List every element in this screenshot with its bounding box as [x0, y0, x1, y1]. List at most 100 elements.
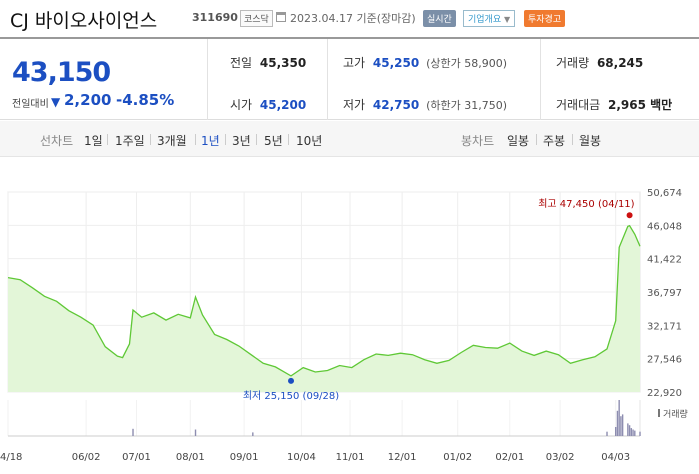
tab-1d[interactable]: 1일: [84, 134, 103, 148]
x-tick-label: 08/01: [176, 452, 205, 463]
realtime-button[interactable]: 실시간: [423, 10, 456, 27]
tab-3y[interactable]: 3년: [232, 134, 251, 148]
quote-label: 시가: [230, 98, 253, 112]
volume-legend-swatch: [658, 409, 660, 417]
volume-bar: [618, 400, 620, 436]
quote-trade-amount: 거래대금 2,965 백만: [556, 96, 672, 113]
candle-chart-label: 봉차트: [461, 134, 495, 148]
x-tick-label: 06/02: [72, 452, 101, 463]
calendar-icon: [276, 12, 286, 22]
y-tick-label: 22,920: [647, 388, 682, 399]
divider: [327, 39, 328, 120]
company-name: CJ 바이오사이언스: [10, 10, 158, 32]
tab-divider: [572, 134, 573, 145]
line-chart-label: 선차트: [40, 134, 74, 148]
price-change: 2,200: [64, 91, 112, 109]
y-tick-label: 27,546: [647, 355, 682, 366]
volume-bar: [616, 410, 619, 436]
volume-bar: [132, 428, 134, 436]
x-tick-label: 04/18: [0, 452, 22, 463]
quote-open: 시가 45,200: [230, 96, 306, 113]
quote-label: 거래대금: [556, 98, 601, 112]
volume-bar: [639, 431, 641, 436]
x-tick-label: 01/02: [443, 452, 472, 463]
quote-value: 68,245: [596, 56, 644, 70]
tab-weekly-candle[interactable]: 주봉: [543, 134, 566, 148]
volume-bar: [194, 429, 197, 436]
quote-volume: 거래량 68,245: [556, 54, 643, 71]
investment-warning-badge: 투자경고: [524, 10, 566, 27]
tab-daily-candle[interactable]: 일봉: [507, 134, 530, 148]
tab-5y[interactable]: 5년: [264, 134, 283, 148]
company-info-label: 기업개요: [468, 15, 502, 25]
quote-value: 45,200: [259, 98, 307, 112]
volume-legend-label: 거래량: [663, 408, 688, 420]
quote-label: 저가: [343, 98, 366, 112]
current-price-panel: 43,150 전일대비 ▼ 2,200 -4.85%: [0, 39, 208, 120]
price-area-fill: [8, 225, 640, 392]
volume-bar: [614, 427, 617, 436]
price-chart-svg: 50,674 46,048 41,422 36,797 32,171 27,546 22,9…: [0, 188, 688, 463]
tab-3m[interactable]: 3개월: [157, 134, 187, 148]
volume-bar: [634, 430, 636, 436]
quote-value: 42,750: [372, 98, 420, 112]
price-chart[interactable]: 50,674 46,048 41,422 36,797 32,171 27,546 22,9…: [0, 178, 699, 470]
y-tick-label: 32,171: [647, 321, 682, 332]
volume-bar: [628, 425, 631, 436]
quote-prev-close: 전일 45,350: [230, 54, 306, 71]
tab-divider: [256, 134, 257, 145]
max-annotation: 최고 47,450 (04/11): [538, 198, 634, 210]
tab-divider: [288, 134, 289, 145]
x-tick-label: 10/04: [287, 452, 316, 463]
tab-divider: [107, 134, 108, 145]
quote-high: 고가 45,250 (상한가 58,900): [343, 54, 507, 71]
chevron-down-icon: ▼: [504, 15, 511, 24]
x-tick-label: 04/03: [601, 452, 630, 463]
tab-divider: [195, 134, 196, 145]
quote-low: 저가 42,750 (하한가 31,750): [343, 96, 507, 113]
stock-header: CJ 바이오사이언스 311690 코스닥 2023.04.17 기준(장마감)…: [0, 0, 699, 37]
stock-code: 311690: [192, 11, 238, 24]
min-annotation: 최저 25,150 (09/28): [243, 390, 339, 402]
tab-divider: [536, 134, 537, 145]
tab-10y[interactable]: 10년: [296, 134, 323, 148]
x-tick-label: 07/01: [122, 452, 151, 463]
price-line: [7, 224, 641, 377]
lower-limit: (하한가 31,750): [426, 99, 507, 112]
tab-1y[interactable]: 1년: [201, 134, 220, 148]
y-tick-label: 36,797: [647, 288, 682, 299]
divider: [540, 39, 541, 120]
quote-label: 고가: [343, 56, 366, 70]
tab-monthly-candle[interactable]: 월봉: [579, 134, 602, 148]
quote-label: 전일: [230, 56, 253, 70]
volume-bar: [606, 431, 608, 436]
y-tick-label: 46,048: [647, 221, 682, 232]
x-tick-label: 03/02: [546, 452, 575, 463]
volume-bar: [627, 423, 629, 436]
quote-value: 2,965 백만: [608, 98, 673, 112]
quote-value: 45,350: [259, 56, 307, 70]
price-summary: 43,150 전일대비 ▼ 2,200 -4.85% 전일 45,350 시가 …: [0, 37, 699, 120]
y-tick-label: 50,674: [647, 188, 682, 199]
market-badge: 코스닥: [240, 10, 273, 27]
quote-date: 2023.04.17 기준(장마감): [290, 12, 416, 25]
volume-bar: [620, 416, 622, 436]
x-tick-label: 12/01: [388, 452, 417, 463]
min-point-marker: [288, 377, 295, 384]
volume-bar: [630, 428, 633, 436]
current-price: 43,150: [12, 57, 111, 88]
down-arrow-icon: ▼: [51, 95, 61, 109]
volume-bar: [632, 429, 634, 436]
x-tick-label: 11/01: [336, 452, 365, 463]
x-tick-label: 02/01: [495, 452, 524, 463]
volume-bar: [621, 414, 624, 436]
upper-limit: (상한가 58,900): [426, 57, 507, 70]
company-info-dropdown[interactable]: 기업개요 ▼: [463, 10, 516, 27]
max-point-marker: [626, 212, 633, 219]
change-label: 전일대비: [12, 99, 49, 110]
volume-bar: [252, 432, 254, 436]
x-tick-label: 09/01: [230, 452, 259, 463]
price-change-percent: -4.85%: [116, 91, 175, 109]
tab-1w[interactable]: 1주일: [115, 134, 145, 148]
quote-value: 45,250: [372, 56, 420, 70]
